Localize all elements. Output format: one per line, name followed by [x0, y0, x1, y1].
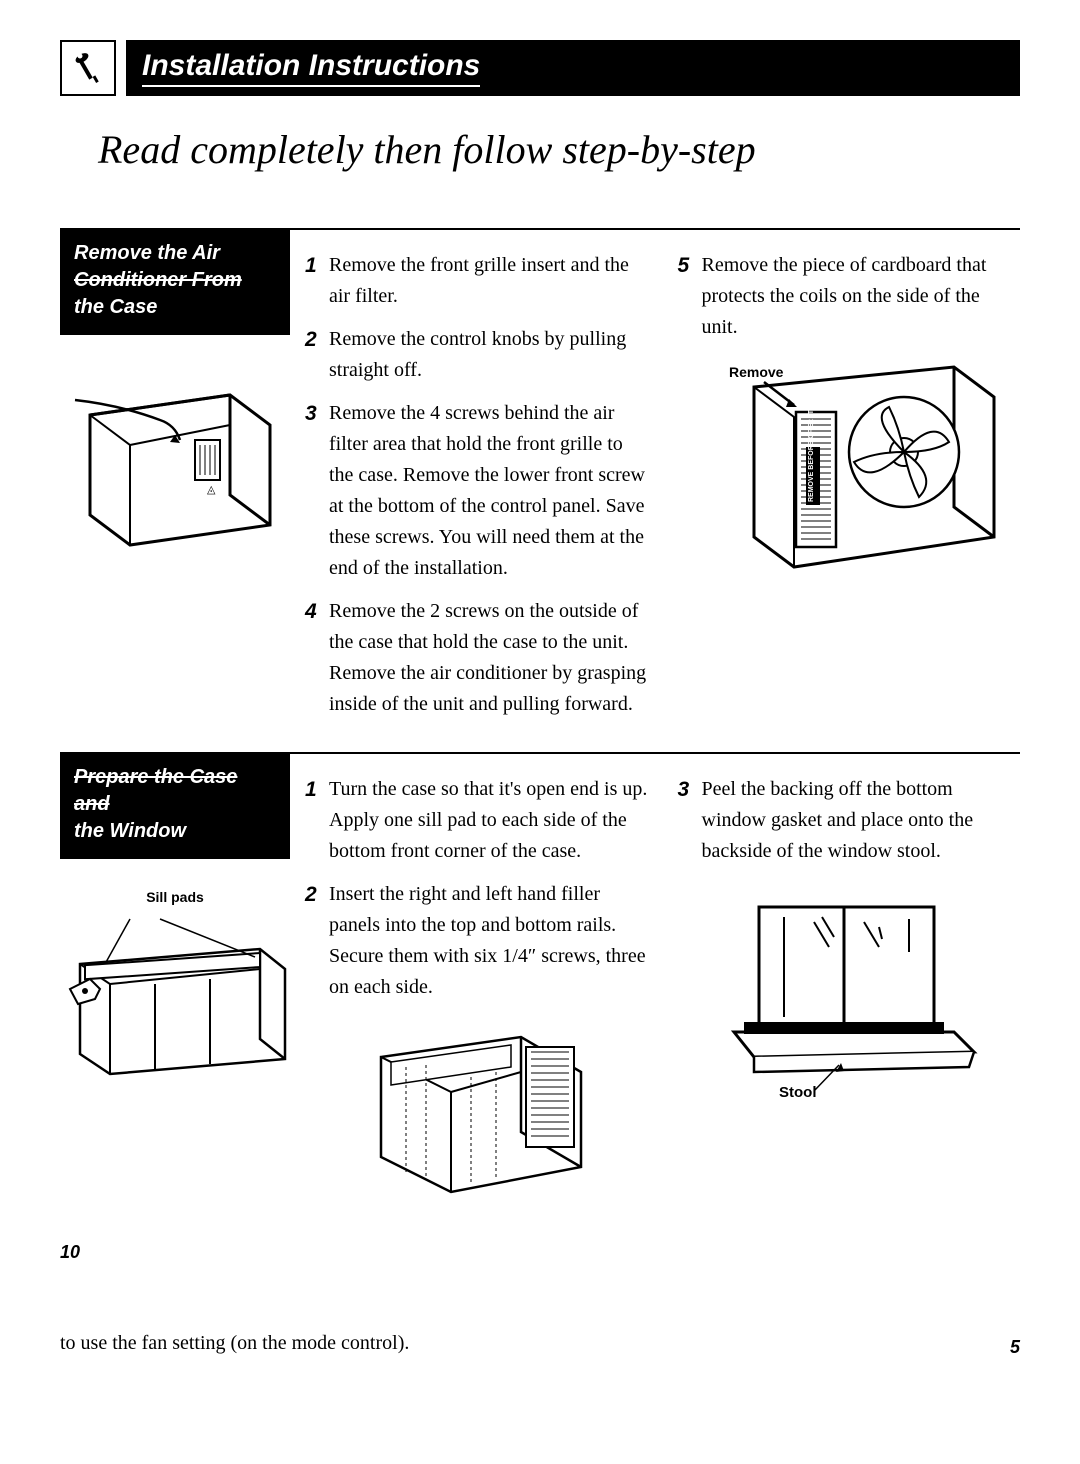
stool-label: Stool: [779, 1084, 817, 1101]
step-num: 5: [678, 250, 702, 343]
section1-label-line3: the Case: [74, 296, 157, 318]
sill-pads-label: Sill pads: [146, 889, 204, 905]
step-text: Remove the control knobs by pulling stra…: [329, 324, 648, 386]
step-text: Remove the front grille insert and the a…: [329, 250, 648, 312]
window-stool-illustration: Stool: [714, 897, 984, 1107]
page-subtitle: Read completely then follow step-by-step: [98, 126, 1020, 173]
header-bar: Installation Instructions: [60, 40, 1020, 96]
header-black-bar: Installation Instructions: [126, 40, 1020, 96]
step: 4 Remove the 2 screws on the outside of …: [305, 596, 648, 720]
section-remove-ac: Remove the Air Conditioner From the Case…: [60, 228, 1020, 732]
section2-right-illustration: Stool: [678, 897, 1021, 1107]
footer-fragment: to use the fan setting (on the mode cont…: [60, 1328, 1020, 1358]
section2-label: Prepare the Case and the Window: [60, 754, 290, 859]
section1-col-left: 1 Remove the front grille insert and the…: [305, 250, 648, 732]
filler-panel-illustration: [351, 1017, 601, 1207]
step-text: Insert the right and left hand filler pa…: [329, 879, 648, 1003]
step-num: 2: [305, 879, 329, 1003]
step: 5 Remove the piece of cardboard that pro…: [678, 250, 1021, 343]
remove-label: Remove: [729, 364, 784, 380]
header-title: Installation Instructions: [142, 49, 480, 87]
step-text: Remove the piece of cardboard that prote…: [702, 250, 1021, 343]
screwdriver-icon: [68, 48, 108, 88]
step-num: 2: [305, 324, 329, 386]
step: 2 Remove the control knobs by pulling st…: [305, 324, 648, 386]
section2-label-col: Prepare the Case and the Window Sill pad…: [60, 754, 305, 1207]
step: 3 Peel the backing off the bottom window…: [678, 774, 1021, 867]
step-num: 1: [305, 774, 329, 867]
step-text: Peel the backing off the bottom window g…: [702, 774, 1021, 867]
page-number-left: 10: [60, 1242, 1020, 1263]
section2-mid-illustration: [305, 1017, 648, 1207]
step-num: 3: [305, 398, 329, 584]
page-number-right: 5: [1010, 1337, 1020, 1358]
step: 3 Remove the 4 screws behind the air fil…: [305, 398, 648, 584]
section1-label: Remove the Air Conditioner From the Case: [60, 230, 290, 335]
section1-label-line2: Conditioner From: [74, 269, 242, 291]
section1-left-illustration: ◬: [60, 365, 290, 555]
step-text: Remove the 2 screws on the outside of th…: [329, 596, 648, 720]
section2-body: 1 Turn the case so that it's open end is…: [305, 754, 1020, 1207]
section2-left-illustration: Sill pads: [60, 889, 290, 1089]
step-num: 3: [678, 774, 702, 867]
section1-right-illustration: Remove: [678, 357, 1021, 587]
step-text: Remove the 4 screws behind the air filte…: [329, 398, 648, 584]
fan-coil-illustration: Remove: [694, 357, 1004, 587]
step-num: 4: [305, 596, 329, 720]
section1-label-line1: Remove the Air: [74, 242, 220, 264]
case-pull-illustration: ◬: [60, 365, 290, 555]
header-icon-box: [60, 40, 116, 96]
section2-col-left: 1 Turn the case so that it's open end is…: [305, 774, 648, 1207]
step-num: 1: [305, 250, 329, 312]
step: 1 Remove the front grille insert and the…: [305, 250, 648, 312]
section-prepare-case: Prepare the Case and the Window Sill pad…: [60, 752, 1020, 1207]
step-text: Turn the case so that it's open end is u…: [329, 774, 648, 867]
step: 1 Turn the case so that it's open end is…: [305, 774, 648, 867]
section2-label-line1: Prepare the Case and: [74, 766, 237, 815]
step: 2 Insert the right and left hand filler …: [305, 879, 648, 1003]
section2-col-right: 3 Peel the backing off the bottom window…: [678, 774, 1021, 1207]
remove-before-label: REMOVE BEFORE OPERATION: [808, 398, 815, 503]
section1-col-right: 5 Remove the piece of cardboard that pro…: [678, 250, 1021, 732]
svg-text:◬: ◬: [207, 484, 216, 496]
section1-label-col: Remove the Air Conditioner From the Case…: [60, 230, 305, 732]
section1-body: 1 Remove the front grille insert and the…: [305, 230, 1020, 732]
section2-label-line2: the Window: [74, 820, 186, 842]
sill-pads-illustration: [60, 909, 290, 1089]
footer-text: to use the fan setting (on the mode cont…: [60, 1328, 409, 1358]
